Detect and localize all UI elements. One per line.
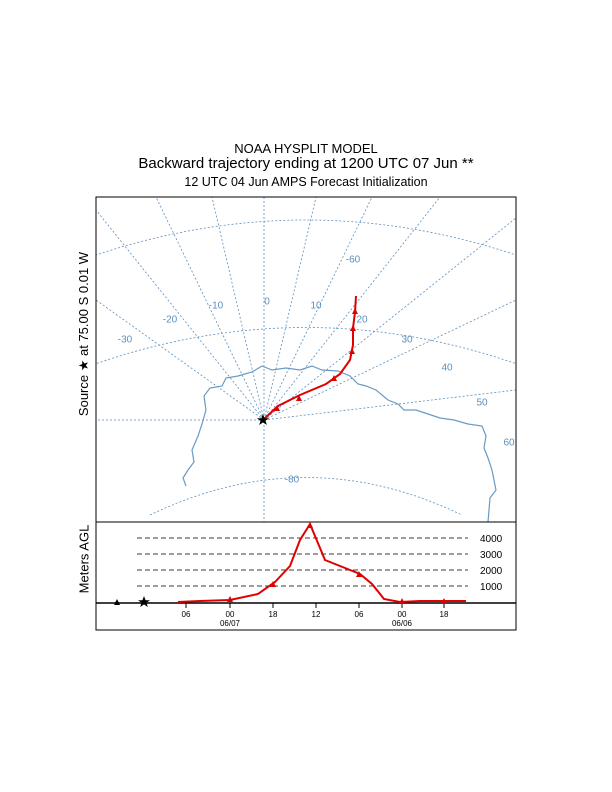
level-label: 3000	[480, 550, 503, 561]
height-trajectory-line	[177, 521, 466, 604]
time-tick-label: 00	[226, 610, 235, 619]
map-trajectory-line	[262, 295, 357, 421]
time-tick-label: 06	[355, 610, 364, 619]
date-label: 06/07	[220, 619, 241, 628]
lon-label: 0	[264, 297, 270, 308]
level-label: 2000	[480, 566, 503, 577]
graticule	[96, 197, 516, 522]
map-area: -30 -20 -10 0 10 20 30 40 50 60 -60 -80	[96, 197, 516, 522]
time-tick-label: 00	[398, 610, 407, 619]
lon-label: 60	[503, 438, 515, 449]
time-tick-label: 12	[312, 610, 321, 619]
height-marker	[270, 581, 276, 587]
lon-label: 20	[356, 315, 368, 326]
lon-label: -30	[118, 335, 133, 346]
map-trajectory	[257, 295, 358, 425]
model-name: NOAA HYSPLIT MODEL	[234, 141, 378, 156]
lat-label: -60	[346, 255, 361, 266]
chart-subtitle: 12 UTC 04 Jun AMPS Forecast Initializati…	[184, 175, 428, 189]
time-tick-label: 06	[182, 610, 191, 619]
map-frame	[95, 196, 517, 523]
time-tick-label: 18	[440, 610, 449, 619]
lat-label: -80	[285, 475, 300, 486]
height-marker	[227, 596, 233, 602]
trajectory-marker	[274, 405, 280, 411]
height-marker	[307, 522, 313, 528]
trajectory-marker	[349, 348, 355, 354]
level-label: 4000	[480, 534, 503, 545]
height-marker	[441, 598, 447, 604]
lon-label: 40	[441, 363, 453, 374]
trajectory-marker	[331, 375, 337, 381]
lon-label: -10	[209, 301, 224, 312]
height-panel-frame	[95, 521, 517, 631]
trajectory-marker	[352, 308, 358, 314]
chart-title: Backward trajectory ending at 1200 UTC 0…	[138, 155, 474, 172]
date-label: 06/06	[392, 619, 413, 628]
antarctica-coastline	[182, 365, 497, 522]
lon-label: 30	[401, 335, 413, 346]
time-tick-label: 18	[269, 610, 278, 619]
source-star-icon	[257, 414, 269, 425]
height-marker	[114, 599, 120, 605]
height-marker	[356, 571, 362, 577]
trajectory-marker	[296, 395, 302, 401]
height-star-icon	[138, 596, 150, 607]
lon-label: -20	[163, 315, 178, 326]
lon-label: 10	[310, 301, 322, 312]
level-label: 1000	[480, 582, 503, 593]
height-panel: 4000 3000 2000 1000 06 00 18 12 06 00 18…	[95, 521, 517, 631]
lon-label: 50	[476, 398, 488, 409]
grid-labels: -30 -20 -10 0 10 20 30 40 50 60 -60 -80	[118, 255, 515, 486]
height-marker	[399, 598, 405, 604]
trajectory-marker	[350, 325, 356, 331]
